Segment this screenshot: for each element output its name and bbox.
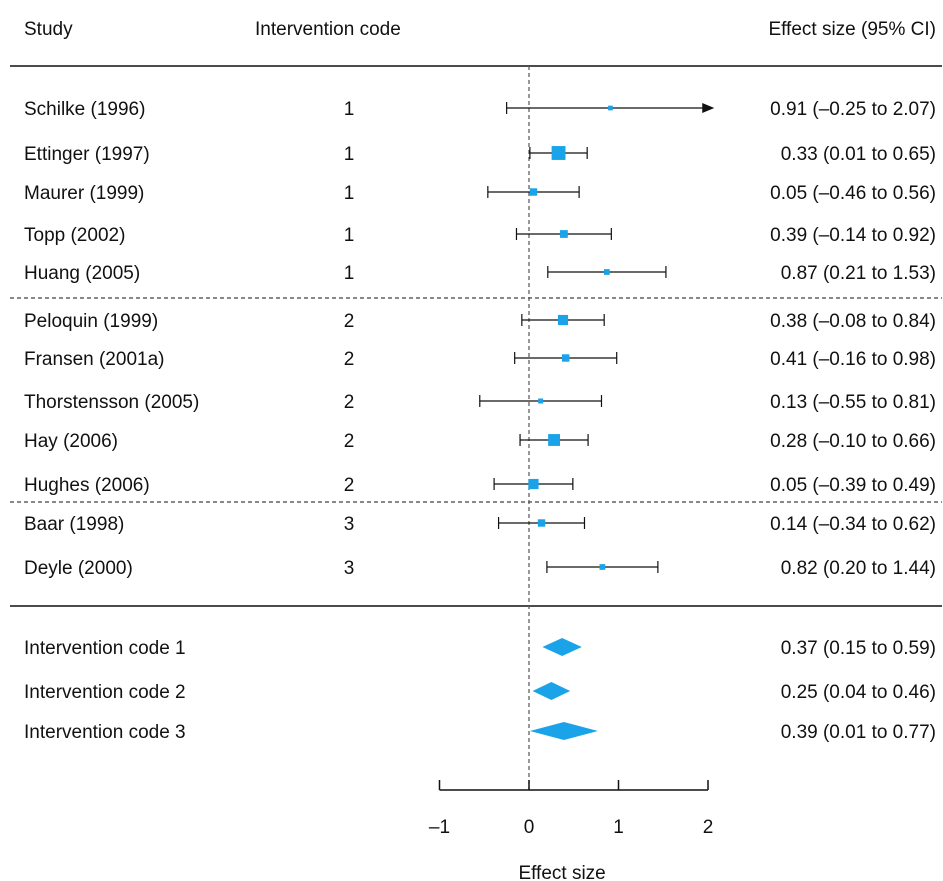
pooled-row: Intervention code 3 0.39 (0.01 to 0.77)	[24, 722, 936, 743]
x-tick-label: –1	[429, 817, 450, 838]
study-row: Deyle (2000) 3 0.82 (0.20 to 1.44)	[24, 558, 936, 579]
x-tick-label: 2	[703, 817, 714, 838]
study-name: Fransen (2001a)	[24, 349, 164, 370]
separator-lines	[10, 65, 942, 790]
effect-size-label: 0.13 (–0.55 to 0.81)	[770, 392, 936, 413]
pooled-row: Intervention code 1 0.37 (0.15 to 0.59)	[24, 638, 936, 659]
header-study: Study	[24, 19, 73, 40]
study-row: Peloquin (1999) 2 0.38 (–0.08 to 0.84)	[24, 311, 936, 332]
pooled-effect-label: 0.37 (0.15 to 0.59)	[781, 638, 936, 659]
study-name: Maurer (1999)	[24, 183, 144, 204]
effect-size-label: 0.05 (–0.46 to 0.56)	[770, 183, 936, 204]
study-row: Topp (2002) 1 0.39 (–0.14 to 0.92)	[24, 225, 936, 246]
pooled-diamond	[532, 682, 571, 700]
pooled-effect-label: 0.39 (0.01 to 0.77)	[781, 722, 936, 743]
intervention-code: 1	[344, 144, 355, 165]
study-name: Huang (2005)	[24, 263, 140, 284]
point-estimate-square	[551, 146, 566, 160]
study-row: Schilke (1996) 1 0.91 (–0.25 to 2.07)	[24, 99, 936, 120]
point-estimate-square	[548, 434, 560, 446]
study-row: Hay (2006) 2 0.28 (–0.10 to 0.66)	[24, 431, 936, 452]
point-estimate-square	[604, 269, 610, 275]
point-estimate-square	[538, 398, 544, 404]
point-estimate-square	[537, 519, 546, 527]
study-row: Thorstensson (2005) 2 0.13 (–0.55 to 0.81)	[24, 392, 936, 413]
pooled-diamond	[529, 722, 598, 740]
effect-size-label: 0.39 (–0.14 to 0.92)	[770, 225, 936, 246]
study-rows: Schilke (1996) 1 0.91 (–0.25 to 2.07) Ettin…	[24, 99, 936, 579]
point-estimate-square	[560, 230, 568, 238]
intervention-code: 2	[344, 475, 355, 496]
intervention-code: 2	[344, 392, 355, 413]
study-name: Schilke (1996)	[24, 99, 145, 120]
study-name: Topp (2002)	[24, 225, 125, 246]
intervention-code: 2	[344, 349, 355, 370]
pooled-rows: Intervention code 1 0.37 (0.15 to 0.59)In…	[24, 638, 936, 743]
pooled-name: Intervention code 1	[24, 638, 186, 659]
effect-size-label: 0.05 (–0.39 to 0.49)	[770, 475, 936, 496]
pooled-effect-label: 0.25 (0.04 to 0.46)	[781, 682, 936, 703]
effect-size-label: 0.82 (0.20 to 1.44)	[781, 558, 936, 579]
intervention-code: 3	[344, 558, 355, 579]
pooled-name: Intervention code 3	[24, 722, 186, 743]
intervention-code: 1	[344, 183, 355, 204]
effect-size-label: 0.14 (–0.34 to 0.62)	[770, 514, 936, 535]
effect-size-label: 0.91 (–0.25 to 2.07)	[770, 99, 936, 120]
pooled-diamond	[542, 638, 582, 656]
study-name: Thorstensson (2005)	[24, 392, 199, 413]
point-estimate-square	[608, 105, 613, 111]
study-name: Baar (1998)	[24, 514, 124, 535]
study-name: Hay (2006)	[24, 431, 118, 452]
x-axis: –1 0 1 2	[429, 780, 713, 838]
effect-size-label: 0.41 (–0.16 to 0.98)	[770, 349, 936, 370]
intervention-code: 1	[344, 99, 355, 120]
intervention-code: 2	[344, 311, 355, 332]
study-row: Ettinger (1997) 1 0.33 (0.01 to 0.65)	[24, 144, 936, 165]
point-estimate-square	[561, 354, 570, 362]
pooled-row: Intervention code 2 0.25 (0.04 to 0.46)	[24, 682, 936, 703]
study-row: Huang (2005) 1 0.87 (0.21 to 1.53)	[24, 263, 936, 284]
study-name: Ettinger (1997)	[24, 144, 150, 165]
x-tick-label: 0	[524, 817, 535, 838]
study-row: Baar (1998) 3 0.14 (–0.34 to 0.62)	[24, 514, 936, 535]
study-name: Deyle (2000)	[24, 558, 133, 579]
point-estimate-square	[599, 564, 606, 570]
intervention-code: 2	[344, 431, 355, 452]
effect-size-label: 0.38 (–0.08 to 0.84)	[770, 311, 936, 332]
effect-size-label: 0.28 (–0.10 to 0.66)	[770, 431, 936, 452]
pooled-name: Intervention code 2	[24, 682, 186, 703]
intervention-code: 1	[344, 225, 355, 246]
effect-size-label: 0.33 (0.01 to 0.65)	[781, 144, 936, 165]
study-name: Peloquin (1999)	[24, 311, 158, 332]
study-row: Maurer (1999) 1 0.05 (–0.46 to 0.56)	[24, 183, 936, 204]
ci-arrow	[702, 103, 715, 113]
header-effect-size: Effect size (95% CI)	[768, 19, 936, 40]
point-estimate-square	[529, 188, 538, 196]
point-estimate-square	[557, 314, 569, 326]
study-name: Hughes (2006)	[24, 475, 150, 496]
study-row: Hughes (2006) 2 0.05 (–0.39 to 0.49)	[24, 475, 936, 496]
header-intervention-code: Intervention code	[255, 19, 401, 40]
intervention-code: 1	[344, 263, 355, 284]
intervention-code: 3	[344, 514, 355, 535]
study-row: Fransen (2001a) 2 0.41 (–0.16 to 0.98)	[24, 349, 936, 370]
x-axis-label: Effect size	[518, 863, 605, 881]
point-estimate-square	[528, 478, 539, 490]
effect-size-label: 0.87 (0.21 to 1.53)	[781, 263, 936, 284]
x-tick-label: 1	[613, 817, 624, 838]
